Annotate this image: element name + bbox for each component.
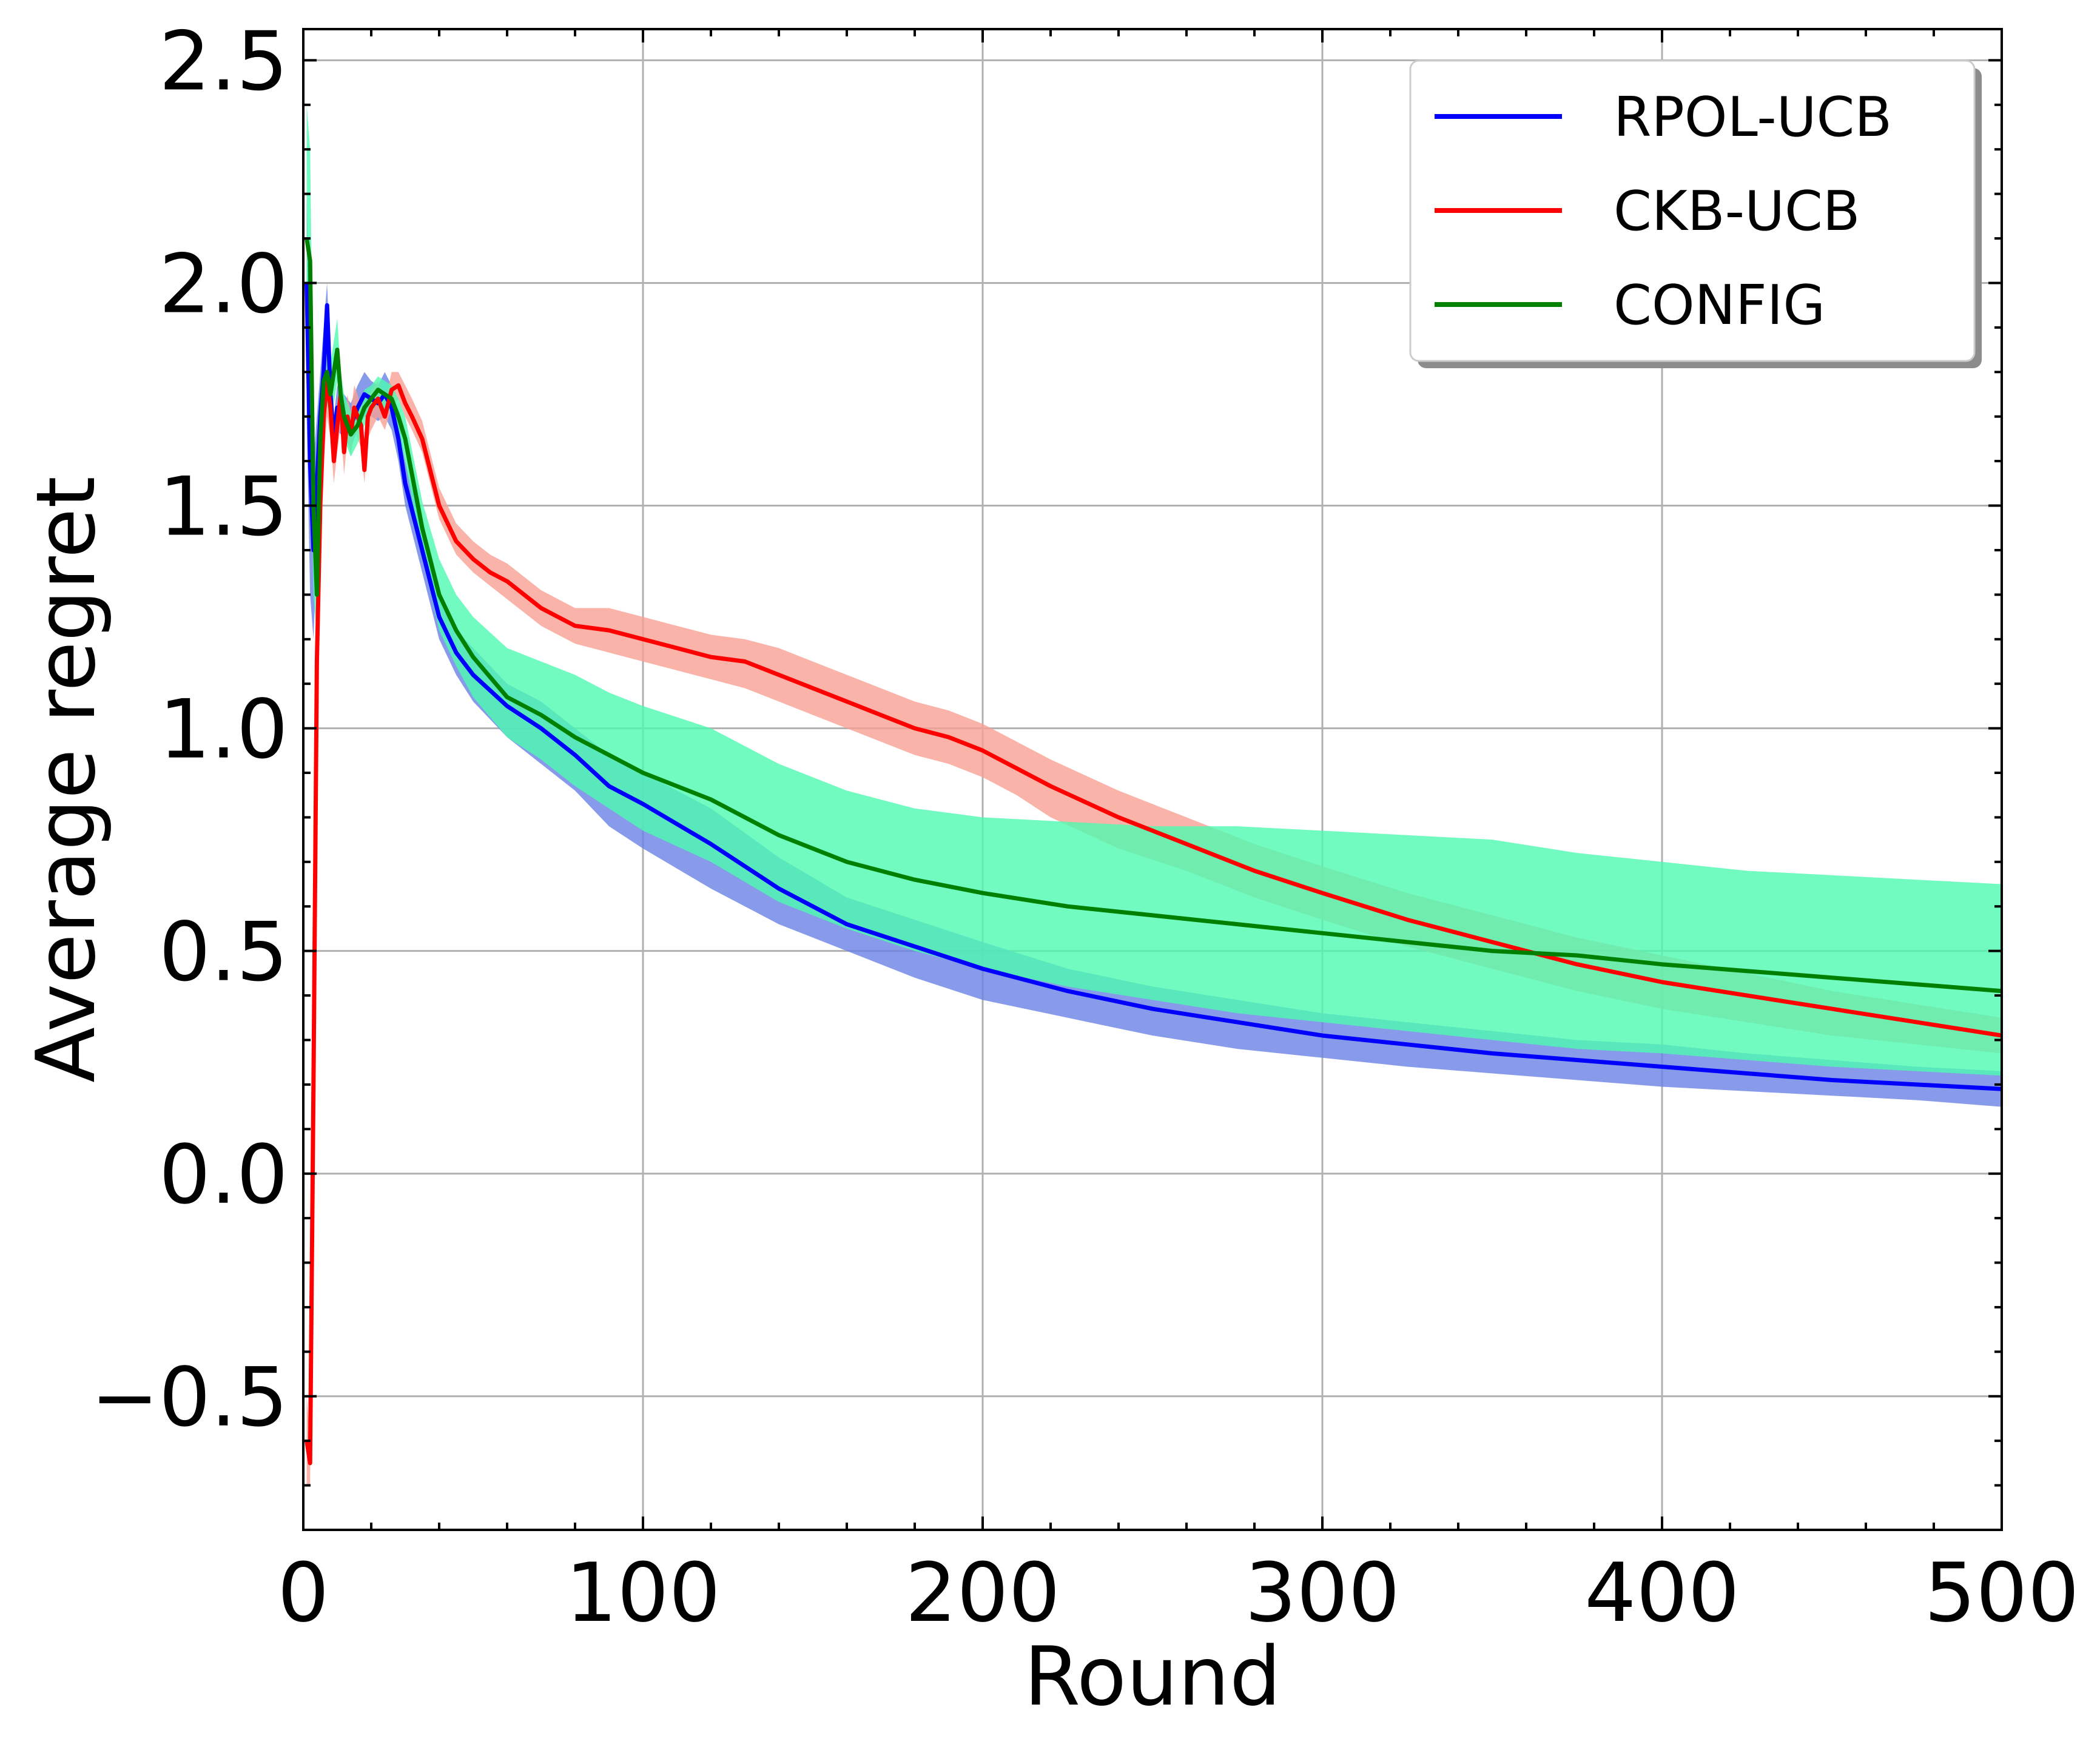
legend: RPOL-UCB CKB-UCB CONFIG xyxy=(1409,59,1982,368)
x-tick-label: 300 xyxy=(1245,1546,1400,1640)
legend-label-rpol-ucb: RPOL-UCB xyxy=(1614,86,1892,149)
band-rpol-ucb xyxy=(306,194,2002,1107)
y-tick-label: 0.0 xyxy=(159,1128,288,1222)
x-tick-label: 200 xyxy=(905,1546,1060,1640)
x-tick-label: 400 xyxy=(1584,1546,1740,1640)
series-lines xyxy=(305,238,2002,1466)
confidence-bands xyxy=(306,104,2002,1486)
y-tick-label: 0.5 xyxy=(159,905,288,1000)
x-tick-label: 100 xyxy=(565,1546,721,1640)
x-tick-labels: 0 100 200 300 400 500 xyxy=(277,1546,2079,1640)
y-axis-title: Average regret xyxy=(19,476,113,1083)
x-tick-label: 0 xyxy=(277,1546,329,1640)
y-tick-labels: −0.5 0.0 0.5 1.0 1.5 2.0 2.5 xyxy=(91,14,288,1444)
y-tick-label: 1.0 xyxy=(159,682,288,777)
legend-box xyxy=(1409,59,1976,362)
legend-label-ckb-ucb: CKB-UCB xyxy=(1614,180,1860,243)
x-tick-label: 500 xyxy=(1924,1546,2079,1640)
legend-label-config: CONFIG xyxy=(1614,274,1825,337)
band-config xyxy=(306,104,2002,1076)
axis-ticks xyxy=(302,29,2003,1531)
y-tick-label: 2.0 xyxy=(159,237,288,331)
y-tick-label: 1.5 xyxy=(159,460,288,554)
line-config xyxy=(305,238,2002,994)
y-tick-label: −0.5 xyxy=(91,1350,288,1445)
plot-frame xyxy=(302,28,2003,1531)
y-tick-label: 2.5 xyxy=(159,14,288,109)
x-axis-title: Round xyxy=(1024,1629,1281,1724)
